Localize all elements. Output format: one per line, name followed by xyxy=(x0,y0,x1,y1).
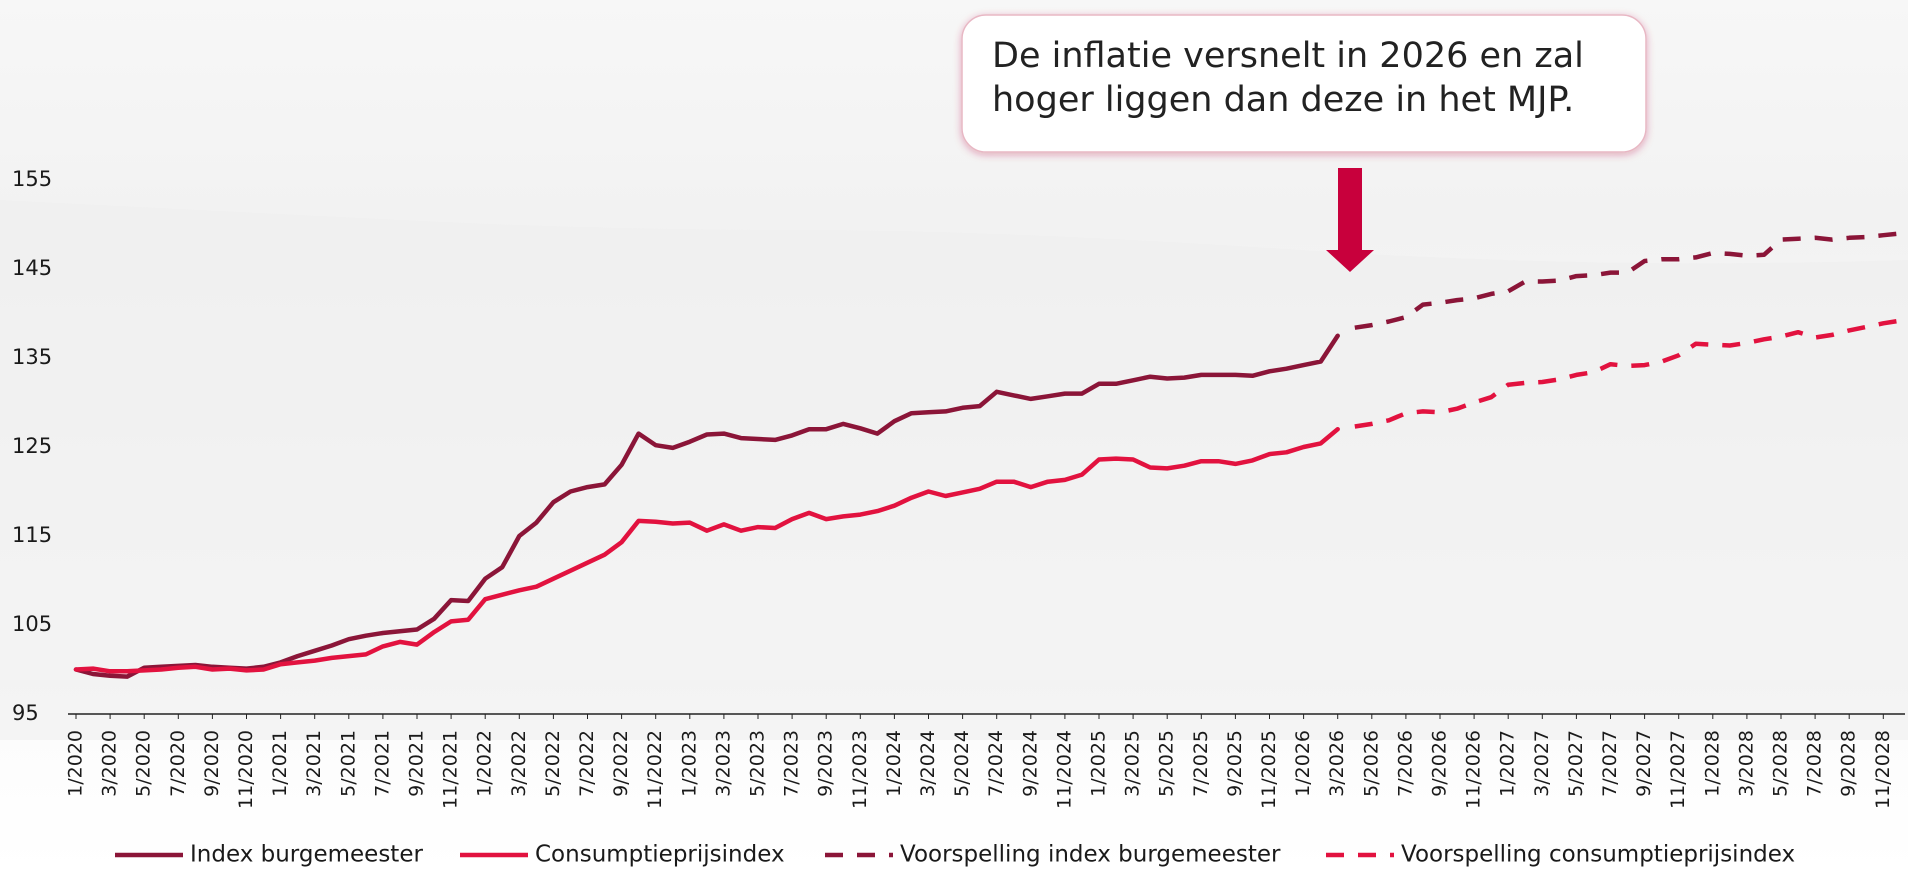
x-tick-label: 11/2023 xyxy=(849,730,871,809)
x-tick-label: 5/2027 xyxy=(1565,730,1587,797)
x-tick-label: 3/2022 xyxy=(508,730,530,797)
legend-item: Voorspelling index burgemeester xyxy=(825,842,1281,868)
x-tick-label: 9/2027 xyxy=(1633,730,1655,797)
x-tick-label: 3/2028 xyxy=(1735,730,1757,797)
series-line xyxy=(1354,231,1901,330)
legend-label: Index burgemeester xyxy=(190,842,423,868)
callout-arrow xyxy=(1326,168,1374,272)
x-tick-label: 3/2021 xyxy=(303,730,325,797)
x-tick-label: 3/2025 xyxy=(1122,730,1144,797)
x-tick-label: 11/2026 xyxy=(1463,730,1485,809)
x-tick-label: 11/2028 xyxy=(1872,730,1894,809)
x-tick-label: 9/2025 xyxy=(1224,730,1246,797)
x-tick-label: 5/2023 xyxy=(747,730,769,797)
x-tick-label: 7/2025 xyxy=(1190,730,1212,797)
x-tick-label: 3/2020 xyxy=(99,730,121,797)
x-tick-label: 11/2027 xyxy=(1667,730,1689,809)
y-tick-label: 125 xyxy=(12,434,52,458)
x-tick-label: 7/2020 xyxy=(167,730,189,797)
x-tick-label: 11/2022 xyxy=(644,730,666,809)
x-tick-label: 1/2020 xyxy=(65,730,87,797)
x-tick-label: 1/2028 xyxy=(1701,730,1723,797)
x-tick-label: 7/2024 xyxy=(985,730,1007,797)
y-tick-label: 135 xyxy=(12,345,52,369)
x-tick-label: 5/2026 xyxy=(1360,730,1382,797)
x-tick-label: 7/2022 xyxy=(576,730,598,797)
x-tick-label: 5/2024 xyxy=(951,730,973,797)
annotation-line: hoger liggen dan deze in het MJP. xyxy=(992,80,1574,120)
x-tick-label: 1/2024 xyxy=(883,730,905,797)
x-tick-label: 11/2021 xyxy=(440,730,462,809)
x-tick-label: 11/2024 xyxy=(1053,730,1075,809)
y-tick-label: 105 xyxy=(12,612,52,636)
x-tick-label: 5/2021 xyxy=(337,730,359,797)
background-hills xyxy=(0,200,1908,740)
series-line xyxy=(73,426,1340,674)
x-tick-label: 5/2025 xyxy=(1156,730,1178,797)
series-line xyxy=(73,333,1340,679)
y-tick-label: 145 xyxy=(12,256,52,280)
x-tick-label: 9/2026 xyxy=(1429,730,1451,797)
x-tick-label: 3/2026 xyxy=(1326,730,1348,797)
x-tick-label: 1/2027 xyxy=(1497,730,1519,797)
x-tick-label: 3/2024 xyxy=(917,730,939,797)
x-tick-label: 3/2023 xyxy=(712,730,734,797)
x-tick-label: 1/2021 xyxy=(269,730,291,797)
x-tick-label: 5/2028 xyxy=(1770,730,1792,797)
callout: De inflatie versnelt in 2026 en zal hoge… xyxy=(961,14,1647,272)
x-tick-label: 7/2028 xyxy=(1804,730,1826,797)
x-tick-label: 11/2020 xyxy=(235,730,257,809)
legend-label: Consumptieprijsindex xyxy=(535,842,785,868)
x-tick-label: 5/2022 xyxy=(542,730,564,797)
x-tick-label: 9/2022 xyxy=(610,730,632,797)
legend-label: Voorspelling index burgemeester xyxy=(900,842,1281,868)
legend-item: Consumptieprijsindex xyxy=(460,842,785,868)
x-tick-label: 1/2022 xyxy=(474,730,496,797)
legend-item: Index burgemeester xyxy=(115,842,423,868)
y-tick-label: 155 xyxy=(12,167,52,191)
x-tick-label: 7/2027 xyxy=(1599,730,1621,797)
x-tick-label: 7/2023 xyxy=(781,730,803,797)
x-tick-label: 11/2025 xyxy=(1258,730,1280,809)
x-tick-label: 9/2028 xyxy=(1838,730,1860,797)
x-tick-label: 3/2027 xyxy=(1531,730,1553,797)
annotation-line: De inflatie versnelt in 2026 en zal xyxy=(992,36,1584,76)
x-tick-label: 1/2023 xyxy=(678,730,700,797)
y-tick-label: 95 xyxy=(12,701,39,725)
x-tick-label: 1/2025 xyxy=(1088,730,1110,797)
legend-label: Voorspelling consumptieprijsindex xyxy=(1401,842,1795,868)
x-tick-label: 9/2024 xyxy=(1019,730,1041,797)
y-tick-label: 115 xyxy=(12,523,52,547)
x-tick-label: 9/2023 xyxy=(815,730,837,797)
x-tick-label: 7/2026 xyxy=(1394,730,1416,797)
x-tick-label: 1/2026 xyxy=(1292,730,1314,797)
x-tick-label: 9/2021 xyxy=(406,730,428,797)
x-tick-label: 9/2020 xyxy=(201,730,223,797)
x-tick-label: 7/2021 xyxy=(371,730,393,797)
x-tick-label: 5/2020 xyxy=(133,730,155,797)
legend-item: Voorspelling consumptieprijsindex xyxy=(1326,842,1795,868)
callout-box xyxy=(961,14,1647,153)
